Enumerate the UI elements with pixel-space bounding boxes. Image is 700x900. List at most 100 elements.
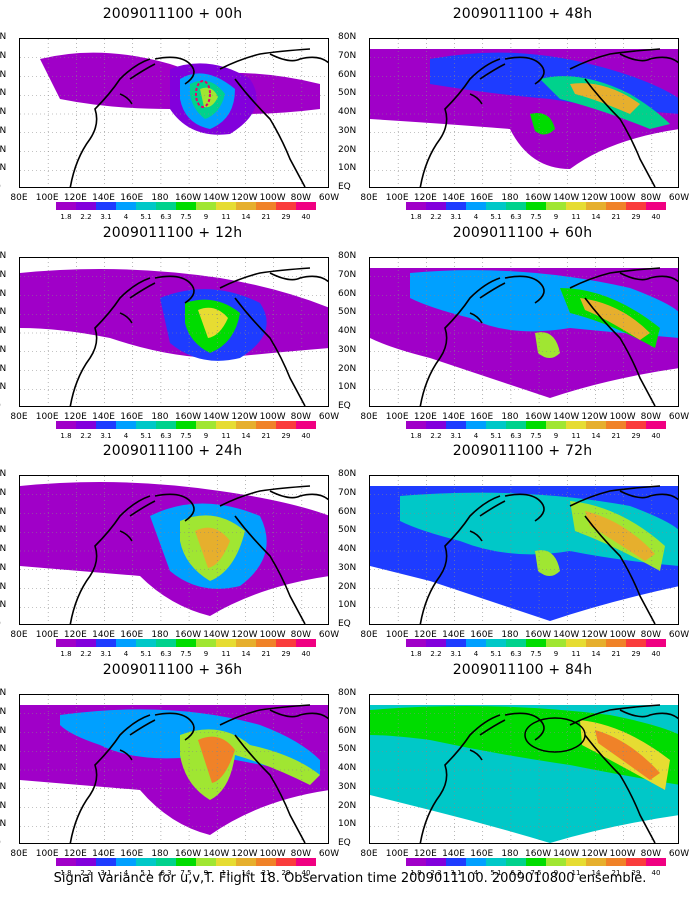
panel-title: 2009011100 + 12h [102, 225, 243, 241]
coastline [584, 78, 656, 187]
colorbar-swatch [486, 421, 506, 429]
colorbar-label: 11 [571, 650, 581, 658]
colorbar-label: 40 [651, 213, 661, 221]
latitude-label: 40N [338, 544, 357, 554]
latitude-label: 70N [338, 487, 357, 498]
latitude-label: EQ [0, 838, 16, 848]
coastline [619, 272, 678, 283]
colorbar-label: 29 [281, 650, 291, 658]
map-canvas [370, 476, 678, 624]
longitude-label: 100E [385, 193, 409, 203]
colorbar-label: 7.5 [180, 213, 192, 221]
colorbar-swatch [646, 858, 666, 866]
colorbar-swatch [526, 858, 546, 866]
latitude-label: 50N [0, 88, 7, 99]
colorbar-label: 7.5 [180, 869, 192, 877]
longitude-label: 120W [231, 849, 258, 859]
longitude-label: 180 [151, 193, 169, 203]
coastline [419, 495, 501, 624]
variance-field [535, 550, 560, 576]
variance-field [570, 83, 640, 114]
colorbar-swatch [276, 421, 296, 429]
latitude-label: 40N [338, 107, 357, 117]
colorbar-label: 40 [651, 650, 661, 658]
colorbar-label: 7.5 [530, 213, 542, 221]
longitude-label: 120E [413, 412, 437, 422]
colorbar-label: 5.1 [490, 213, 502, 221]
longitude-label: 180 [151, 849, 169, 859]
longitude-label: 160E [120, 412, 144, 422]
latitude-label: 10N [338, 163, 357, 174]
longitude-label: 140W [553, 849, 580, 859]
map-panel: 2009011100 + 00h 80N 70N 60N 50N 40N 30N 20N 10N… [0, 6, 345, 228]
coastline [234, 297, 306, 406]
colorbar-label: 4 [123, 869, 129, 877]
coastline [219, 485, 311, 507]
colorbar-swatch [586, 858, 606, 866]
colorbar-label: 4 [473, 650, 479, 658]
colorbar-label: 9 [203, 213, 209, 221]
variance-map [19, 475, 329, 625]
coastline [479, 282, 506, 299]
colorbar-swatch [96, 639, 116, 647]
colorbar-swatch [236, 639, 256, 647]
longitude-label: 140W [203, 849, 230, 859]
colorbar-label: 1.8 [410, 869, 422, 877]
longitude-label: 60W [668, 630, 690, 640]
colorbar-label: 21 [261, 432, 271, 440]
map-canvas [370, 39, 678, 187]
variance-field [585, 511, 655, 561]
colorbar-swatch [156, 639, 176, 647]
map-panel: 2009011100 + 12h 80N 70N 60N 50N 40N 30N 20N 10N… [0, 225, 345, 447]
colorbar-label: 14 [241, 650, 251, 658]
longitude-label: 80W [290, 849, 311, 859]
colorbar-swatch [466, 639, 486, 647]
colorbar-swatch [216, 202, 236, 210]
coastline [129, 719, 156, 736]
colorbar-label: 14 [591, 869, 601, 877]
coastline [269, 272, 328, 283]
panel-title: 2009011100 + 84h [452, 662, 593, 678]
colorbar-swatch [296, 202, 316, 210]
colorbar-label: 7.5 [180, 650, 192, 658]
latitude-label: 10N [0, 819, 7, 830]
colorbar-label: 29 [281, 432, 291, 440]
map-canvas [20, 258, 328, 406]
colorbar-label: 3.1 [100, 213, 112, 221]
colorbar-label: 4 [123, 650, 129, 658]
longitude-label: 60W [668, 412, 690, 422]
longitude-label: 160E [470, 412, 494, 422]
coastline [69, 58, 151, 187]
colorbar-label: 5.1 [140, 869, 152, 877]
latitude-label: 70N [338, 706, 357, 717]
latitude-label: 30N [0, 562, 7, 573]
latitude-label: EQ [0, 619, 16, 629]
latitude-label: 50N [0, 307, 7, 318]
colorbar-swatch [156, 202, 176, 210]
longitude-label: 120E [63, 630, 87, 640]
latitude-label: 20N [0, 800, 7, 811]
longitude-label: 180 [151, 630, 169, 640]
variance-field [595, 730, 660, 780]
longitude-label: 160W [175, 630, 202, 640]
coastline [419, 277, 501, 406]
colorbar-swatch [426, 639, 446, 647]
colorbar-label: 9 [203, 869, 209, 877]
coastline [569, 48, 661, 70]
colorbar-label: 21 [611, 213, 621, 221]
colorbar-label: 6.3 [160, 432, 172, 440]
latitude-label: 30N [0, 781, 7, 792]
colorbar-swatch [606, 858, 626, 866]
colorbar-swatch [466, 202, 486, 210]
variance-map [369, 257, 679, 407]
longitude-label: 140W [203, 630, 230, 640]
colorbar-label: 4 [473, 432, 479, 440]
coastline [469, 530, 483, 542]
colorbar-swatch [96, 858, 116, 866]
coastline [154, 275, 195, 304]
latitude-label: 80N [338, 251, 357, 261]
map-panel: 2009011100 + 24h 80N 70N 60N 50N 40N 30N 20N 10N… [0, 443, 345, 665]
coastline [69, 277, 151, 406]
colorbar-swatch [196, 202, 216, 210]
colorbar-labels: 1.8 2.2 3.1 4 5.1 6.3 7.5 9 11 14 21 29 40 [56, 213, 316, 223]
